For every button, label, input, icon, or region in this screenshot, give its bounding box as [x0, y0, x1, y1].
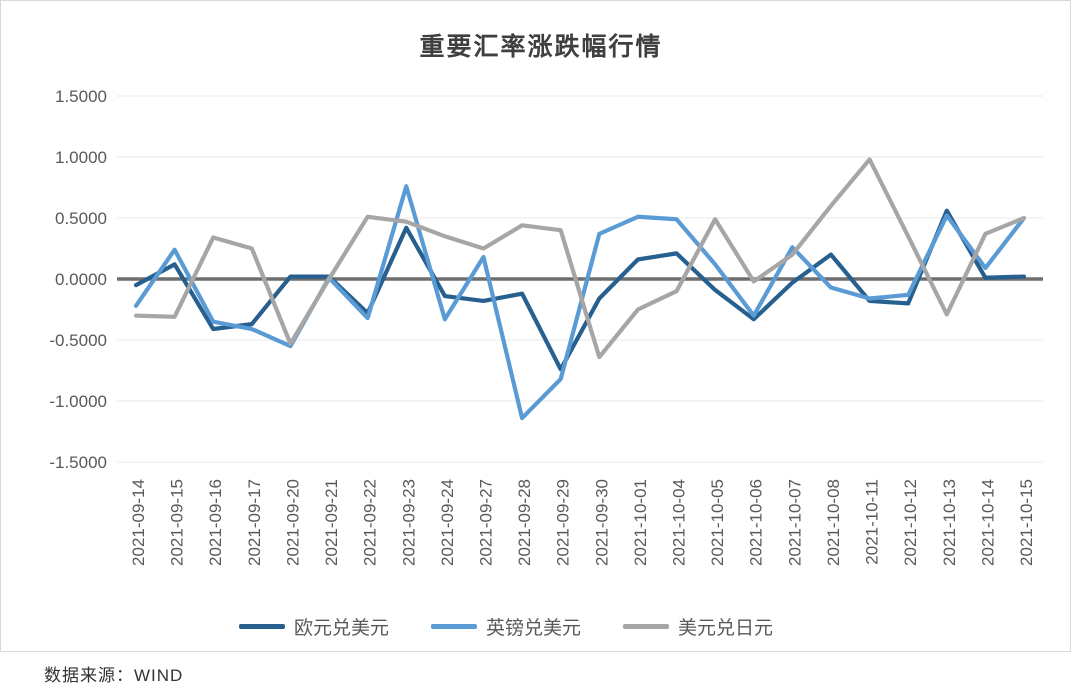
legend-item-eur-usd: 欧元兑美元 — [238, 613, 389, 640]
legend-swatch-gbp-usd — [430, 624, 477, 629]
x-tick-label: 2021-09-23 — [399, 479, 418, 566]
x-tick-label: 2021-09-14 — [129, 479, 148, 566]
x-tick-label: 2021-09-16 — [206, 479, 225, 566]
x-tick-label: 2021-10-05 — [708, 479, 727, 566]
y-tick-label: -1.0000 — [49, 392, 107, 411]
y-tick-label: 0.5000 — [55, 209, 107, 228]
eur-usd-line — [133, 208, 1027, 372]
legend-label-eur-usd: 欧元兑美元 — [293, 618, 389, 639]
x-tick-label: 2021-10-08 — [824, 479, 843, 566]
x-tick-label: 2021-10-01 — [631, 479, 650, 566]
x-tick-label: 2021-09-17 — [245, 479, 264, 566]
y-tick-label: 1.5000 — [55, 87, 107, 106]
legend-label-usd-jpy: 美元兑日元 — [678, 618, 774, 639]
usd-jpy-line — [133, 157, 1027, 360]
x-tick-label: 2021-09-22 — [361, 479, 380, 566]
y-tick-label: 0.0000 — [55, 270, 107, 289]
y-tick-label: -0.5000 — [49, 331, 107, 350]
chart-frame: 重要汇率涨跌幅行情 1.5000 1.0000 0.5000 0.0000 -0.500… — [0, 0, 1071, 652]
x-tick-label: 2021-09-15 — [168, 479, 187, 566]
x-tick-label: 2021-10-11 — [863, 479, 882, 565]
data-source-note: 数据来源：WIND — [44, 666, 184, 685]
x-tick-label: 2021-09-20 — [283, 479, 302, 566]
x-tick-label: 2021-09-28 — [515, 479, 534, 566]
x-tick-label: 2021-10-13 — [940, 479, 959, 566]
chart-title: 重要汇率涨跌幅行情 — [419, 33, 663, 61]
x-tick-label: 2021-09-27 — [476, 479, 495, 566]
x-tick-label: 2021-10-15 — [1017, 479, 1036, 566]
legend-swatch-eur-usd — [238, 624, 285, 629]
y-tick-label: -1.5000 — [49, 453, 107, 472]
x-tick-label: 2021-10-06 — [747, 479, 766, 566]
legend-item-usd-jpy: 美元兑日元 — [623, 613, 773, 640]
x-tick-label: 2021-10-04 — [670, 479, 689, 566]
y-tick-label: 1.0000 — [55, 148, 107, 167]
chart-legend: 欧元兑美元 英镑兑美元 美元兑日元 — [1, 613, 1011, 640]
x-tick-label: 2021-09-21 — [322, 479, 341, 566]
chart-plot-area: 1.5000 1.0000 0.5000 0.0000 -0.5000 -1.0000 -1… — [49, 87, 1043, 566]
x-tick-label: 2021-10-14 — [978, 479, 997, 566]
x-tick-label: 2021-10-12 — [901, 479, 920, 566]
legend-item-gbp-usd: 英镑兑美元 — [430, 613, 581, 640]
x-tick-label: 2021-09-24 — [438, 479, 457, 566]
legend-swatch-usd-jpy — [623, 624, 669, 629]
legend-label-gbp-usd: 英镑兑美元 — [485, 618, 581, 639]
x-tick-label: 2021-09-29 — [554, 479, 573, 566]
x-tick-label: 2021-10-07 — [785, 479, 804, 566]
gbp-usd-line — [133, 184, 1027, 421]
x-tick-label: 2021-09-30 — [592, 479, 611, 566]
